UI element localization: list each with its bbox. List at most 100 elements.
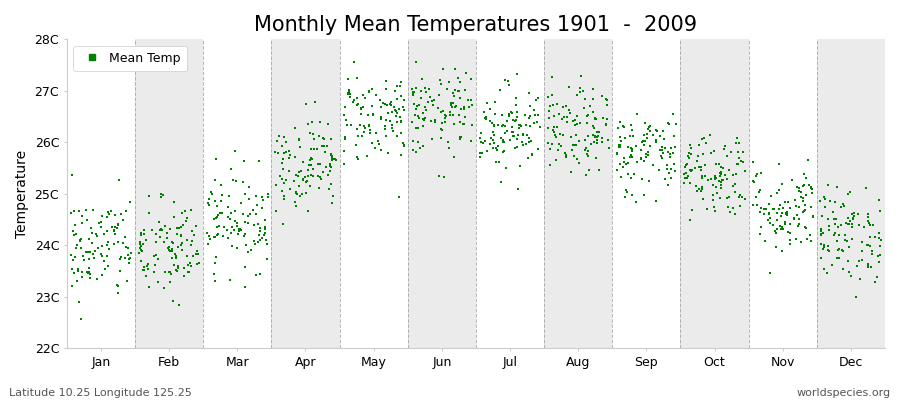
- Point: [472, 135, 487, 142]
- Point: [229, 218, 243, 224]
- Point: [306, 172, 320, 179]
- Point: [861, 263, 876, 270]
- Point: [137, 263, 151, 270]
- Point: [302, 162, 317, 168]
- Point: [714, 164, 728, 170]
- Point: [482, 141, 497, 147]
- Point: [541, 140, 555, 147]
- Point: [774, 226, 788, 232]
- Point: [723, 209, 737, 216]
- Point: [506, 117, 520, 124]
- Point: [835, 266, 850, 273]
- Point: [829, 238, 843, 244]
- Point: [590, 128, 604, 135]
- Point: [349, 154, 364, 160]
- Point: [614, 138, 628, 144]
- Point: [685, 167, 699, 173]
- Point: [727, 189, 742, 195]
- Point: [866, 222, 880, 228]
- Point: [291, 173, 305, 180]
- Point: [241, 195, 256, 202]
- Point: [868, 234, 882, 240]
- Point: [184, 206, 198, 213]
- Point: [550, 101, 564, 107]
- Point: [698, 172, 712, 179]
- Point: [814, 240, 829, 247]
- Point: [359, 153, 374, 159]
- Point: [509, 108, 524, 115]
- Point: [238, 242, 253, 248]
- Point: [97, 265, 112, 272]
- Point: [598, 120, 613, 127]
- Point: [851, 211, 866, 217]
- Point: [818, 196, 832, 202]
- Point: [322, 168, 337, 174]
- Point: [587, 125, 601, 131]
- Point: [571, 92, 585, 98]
- Point: [406, 147, 420, 153]
- Point: [145, 227, 159, 233]
- Point: [356, 92, 370, 98]
- Point: [154, 191, 168, 197]
- Point: [657, 135, 671, 142]
- Point: [570, 113, 584, 119]
- Point: [350, 75, 365, 81]
- Point: [638, 138, 652, 144]
- Point: [360, 112, 374, 119]
- Point: [95, 212, 110, 219]
- Point: [438, 118, 453, 125]
- Point: [274, 188, 289, 194]
- Point: [295, 176, 310, 183]
- Point: [735, 194, 750, 200]
- Point: [417, 116, 431, 123]
- Point: [572, 84, 587, 91]
- Point: [776, 204, 790, 211]
- Point: [83, 249, 97, 256]
- Point: [562, 84, 576, 91]
- Point: [747, 179, 761, 185]
- Point: [543, 162, 557, 168]
- Point: [526, 120, 541, 126]
- Point: [613, 160, 627, 167]
- Point: [453, 136, 467, 142]
- Point: [306, 166, 320, 172]
- Point: [260, 190, 274, 197]
- Point: [661, 182, 675, 189]
- Point: [212, 210, 227, 216]
- Point: [572, 89, 587, 95]
- Point: [832, 246, 846, 252]
- Point: [211, 203, 225, 209]
- Point: [246, 207, 260, 213]
- Point: [634, 156, 649, 162]
- Point: [169, 268, 184, 274]
- Point: [541, 125, 555, 131]
- Point: [595, 135, 609, 141]
- Point: [489, 158, 503, 165]
- Point: [654, 155, 669, 162]
- Point: [248, 272, 263, 278]
- Point: [775, 180, 789, 187]
- Point: [323, 163, 338, 170]
- Point: [498, 122, 512, 129]
- Point: [413, 144, 428, 151]
- Point: [338, 136, 353, 142]
- Point: [234, 227, 248, 233]
- Point: [213, 182, 228, 188]
- Point: [411, 102, 426, 109]
- Point: [488, 98, 502, 105]
- Point: [368, 145, 382, 151]
- Point: [351, 133, 365, 140]
- Point: [435, 120, 449, 126]
- Point: [261, 194, 275, 200]
- Point: [208, 234, 222, 241]
- Point: [76, 252, 91, 259]
- Point: [446, 112, 461, 118]
- Point: [453, 95, 467, 102]
- Point: [614, 174, 628, 180]
- Point: [616, 164, 630, 170]
- Point: [495, 149, 509, 156]
- Point: [437, 115, 452, 121]
- Point: [796, 198, 810, 204]
- Point: [116, 240, 130, 246]
- Point: [480, 100, 494, 106]
